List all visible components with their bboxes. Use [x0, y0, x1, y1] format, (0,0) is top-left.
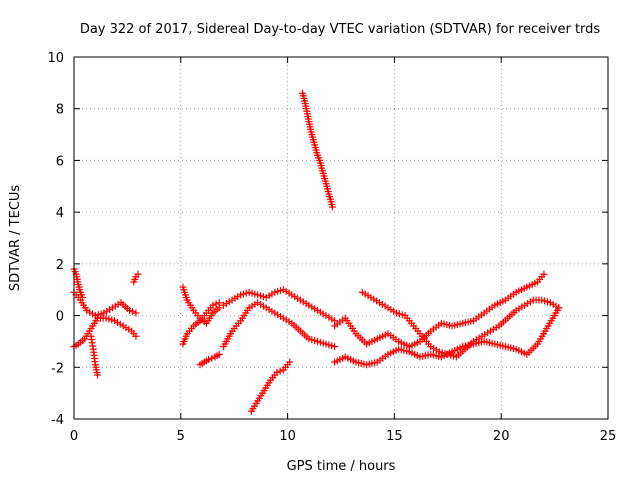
- x-tick-label: 10: [279, 429, 296, 444]
- data-point: [555, 304, 563, 312]
- x-axis-label: GPS time / hours: [287, 459, 396, 474]
- data-point: [540, 270, 548, 278]
- y-tick-label: 10: [47, 51, 64, 66]
- data-point: [129, 308, 137, 316]
- data-point: [205, 356, 213, 364]
- data-point: [126, 306, 134, 314]
- data-point: [132, 309, 140, 317]
- data-point: [331, 343, 339, 351]
- data-point: [93, 371, 101, 379]
- data-point: [79, 293, 87, 301]
- y-tick-label: 0: [56, 310, 64, 325]
- y-tick-label: 2: [56, 258, 64, 273]
- data-point: [215, 350, 223, 358]
- y-tick-label: -4: [51, 413, 64, 428]
- x-tick-label: 15: [386, 429, 403, 444]
- y-tick-label: 4: [56, 206, 64, 221]
- data-point: [273, 368, 281, 376]
- data-point: [215, 299, 223, 307]
- y-tick-label: -2: [51, 361, 64, 376]
- data-point: [286, 358, 294, 366]
- data-point: [212, 300, 220, 308]
- chart-title: Day 322 of 2017, Sidereal Day-to-day VTE…: [80, 22, 601, 37]
- y-axis-label: SDTVAR / TECUs: [8, 185, 23, 292]
- axis-ticks: 0 5 10 15 20 25 -4 -2 0 2 4 6 8 10: [47, 51, 616, 444]
- y-tick-label: 6: [56, 154, 64, 169]
- grid: [74, 57, 608, 419]
- x-tick-label: 25: [600, 429, 617, 444]
- data-point: [134, 270, 142, 278]
- y-tick-label: 8: [56, 103, 64, 118]
- data-point: [208, 354, 216, 362]
- data-point: [209, 301, 217, 309]
- data-point: [328, 203, 336, 211]
- x-tick-label: 5: [177, 429, 185, 444]
- plot-frame: [73, 56, 609, 420]
- data-point: [132, 332, 140, 340]
- x-tick-label: 20: [493, 429, 510, 444]
- x-tick-label: 0: [70, 429, 78, 444]
- data-point: [276, 367, 284, 375]
- data-points: [70, 89, 563, 415]
